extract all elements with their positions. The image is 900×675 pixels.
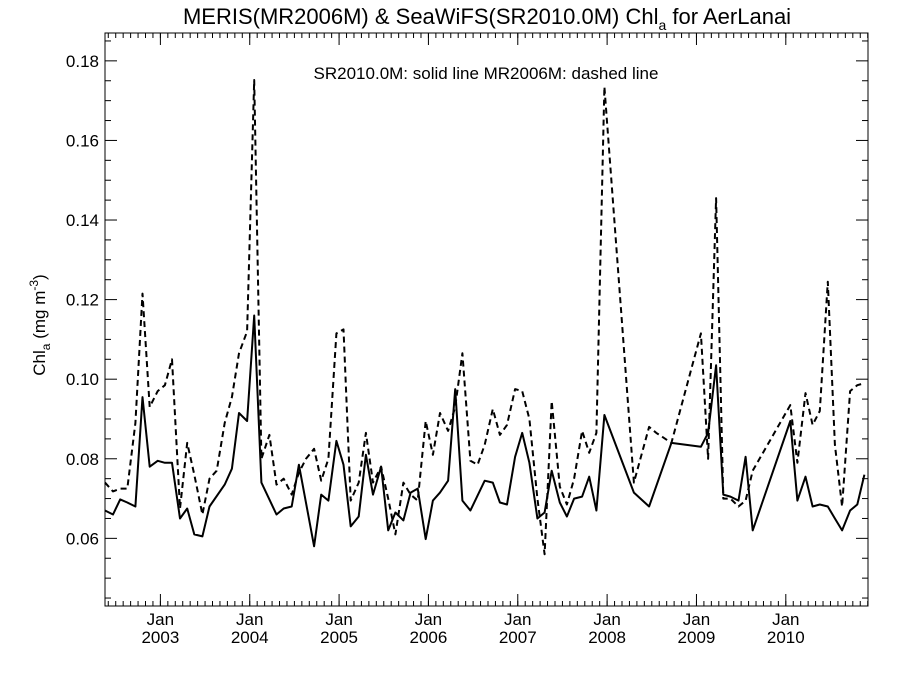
series-line-mr2006m [104,79,865,556]
title-suffix: for AerLanai [666,4,791,29]
y-tick-label: 0.16 [66,131,99,150]
ylabel-exponent: -3 [27,280,41,291]
x-tick-year: 2005 [320,628,358,647]
chart-title: MERIS(MR2006M) & SeaWiFS(SR2010.0M) Chla… [183,4,791,33]
plot-frame [104,32,869,607]
x-tick-month: Jan [325,610,352,629]
x-tick-month: Jan [683,610,710,629]
y-tick-label: 0.18 [66,52,99,71]
y-tick-label: 0.10 [66,370,99,389]
x-tick-month: Jan [415,610,442,629]
minor-x-ticks [107,33,869,606]
x-tick-month: Jan [593,610,620,629]
x-tick-year: 2010 [767,628,805,647]
series-group [104,79,866,556]
y-tick-label: 0.06 [66,529,99,548]
x-tick-year: 2008 [588,628,626,647]
legend-annotation: SR2010.0M: solid line MR2006M: dashed li… [314,64,659,83]
ylabel-close: ) [30,274,49,280]
y-tick-label: 0.12 [66,291,99,310]
x-tick-month: Jan [147,610,174,629]
x-tick-year: 2009 [678,628,716,647]
x-tick-year: 2006 [410,628,448,647]
x-tick-year: 2003 [141,628,179,647]
y-axis-label: Chla (mg m-3) [27,274,53,375]
title-subscript: a [659,17,667,33]
y-tick-label: 0.14 [66,211,99,230]
y-tick-label: 0.08 [66,450,99,469]
y-axis: 0.06 0.08 0.10 0.12 0.14 0.16 0.18 [66,40,868,599]
x-tick-month: Jan [504,610,531,629]
x-tick-year: 2004 [231,628,269,647]
x-tick-month: Jan [772,610,799,629]
x-tick-year: 2007 [499,628,537,647]
ylabel-unit: (mg m [30,291,49,344]
series-line-sr2010-0m [104,314,866,548]
x-tick-month: Jan [236,610,263,629]
x-axis: Jan2003Jan2004Jan2005Jan2006Jan2007Jan20… [141,33,805,647]
ylabel-subscript: a [39,343,53,350]
